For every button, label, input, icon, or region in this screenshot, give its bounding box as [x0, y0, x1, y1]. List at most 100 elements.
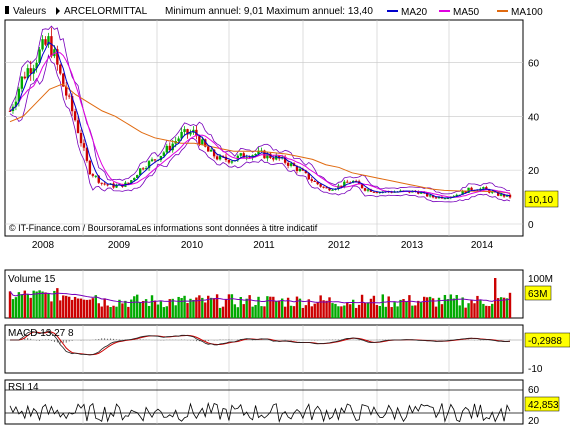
price-candle: [53, 49, 56, 57]
price-candle: [183, 129, 186, 132]
price-candle: [141, 168, 145, 170]
price-candle: [65, 86, 68, 96]
price-candle: [316, 181, 319, 185]
volume-bar: [201, 297, 204, 318]
price-candle: [56, 49, 59, 65]
volume-bar: [121, 303, 124, 318]
price-candle: [482, 187, 485, 189]
volume-bar: [23, 290, 26, 318]
price-candle: [254, 154, 257, 156]
year-axis: 2008 2009 2010 2011 2012 2013 2014: [32, 240, 494, 251]
volume-bar: [479, 300, 482, 318]
volume-bar: [275, 301, 278, 318]
price-candle: [165, 145, 169, 153]
year-tick-label: 2014: [471, 240, 494, 251]
price-candle: [204, 139, 207, 147]
volume-bar: [295, 296, 299, 318]
volume-bar: [301, 307, 305, 318]
price-candle: [8, 110, 12, 112]
volume-bar: [319, 295, 322, 318]
price-candle: [360, 184, 364, 189]
macd-grid: [82, 325, 450, 373]
price-candle: [283, 156, 287, 163]
volume-bar: [65, 295, 68, 318]
volume-bar: [127, 306, 130, 318]
price-candle: [301, 168, 305, 171]
price-candle: [14, 101, 18, 107]
volume-bar: [180, 298, 183, 318]
macd-last-label: -0,2988: [528, 336, 562, 347]
volume-bar: [458, 305, 461, 318]
price-candle: [207, 146, 210, 152]
volume-bar: [189, 298, 192, 318]
price-candle: [62, 73, 65, 87]
volume-bar: [470, 299, 473, 318]
volume-bar: [272, 296, 275, 318]
price-candle: [70, 96, 74, 112]
price-candle: [133, 177, 136, 181]
volume-y-tick: 100M: [528, 274, 553, 285]
volume-bar: [150, 295, 154, 318]
price-candle: [103, 183, 106, 185]
price-candle: [47, 36, 50, 45]
price-candle: [215, 156, 219, 160]
volume-bar: [402, 299, 405, 318]
volume-bar: [32, 290, 35, 318]
volume-bar: [280, 298, 284, 318]
volume-bar: [349, 304, 352, 318]
rsi-panel-frame: [4, 379, 524, 425]
volume-bar: [209, 297, 213, 318]
price-candle: [467, 187, 470, 193]
price-candle: [431, 195, 435, 198]
price-candle: [346, 181, 349, 183]
price-candle: [221, 155, 225, 157]
volume-bar: [446, 299, 450, 318]
volume-bar: [505, 298, 509, 318]
year-tick-label: 2013: [401, 240, 424, 251]
volume-bar: [230, 294, 234, 318]
rsi-line: [9, 401, 511, 423]
volume-bar: [322, 300, 325, 318]
volume-bar: [508, 292, 512, 318]
price-candle: [59, 64, 62, 74]
bollinger-upper: [9, 25, 511, 195]
volume-bar: [399, 299, 402, 318]
year-tick-label: 2012: [328, 240, 351, 251]
volume-bar: [76, 298, 80, 318]
price-y-tick: 0: [528, 220, 534, 231]
price-candle: [298, 168, 302, 171]
price-candle: [275, 155, 278, 160]
price-candle: [310, 179, 313, 182]
price-candle: [180, 131, 183, 139]
price-candle: [236, 155, 240, 161]
volume-bar: [94, 295, 97, 318]
price-candle: [272, 157, 275, 160]
price-candle: [286, 162, 290, 166]
price-candle: [138, 168, 142, 176]
volume-title: Volume 15: [8, 274, 56, 285]
volume-bar: [325, 300, 328, 318]
volume-bar: [473, 303, 476, 318]
volume-last-box: [524, 285, 552, 301]
volume-bar: [73, 296, 77, 318]
volume-last-label: 63M: [528, 289, 547, 300]
price-candle: [106, 184, 109, 186]
volume-bar: [307, 299, 311, 318]
rsi-last-label: 42,853: [528, 400, 559, 411]
price-candle: [319, 184, 322, 187]
volume-bar: [328, 297, 331, 318]
price-candle: [162, 152, 166, 156]
macd-panel-frame: [4, 324, 524, 374]
price-y-axis: 0 20 40 60: [528, 58, 540, 231]
volume-bar: [304, 305, 308, 318]
price-candle: [79, 132, 83, 144]
price-candle: [372, 191, 376, 193]
macd-y-tick: -10: [528, 364, 543, 375]
volume-bar: [357, 304, 361, 318]
price-candle: [73, 111, 77, 121]
price-candle: [67, 95, 71, 97]
volume-bar: [47, 293, 50, 318]
volume-bar: [316, 301, 319, 318]
volume-bar: [133, 296, 136, 318]
